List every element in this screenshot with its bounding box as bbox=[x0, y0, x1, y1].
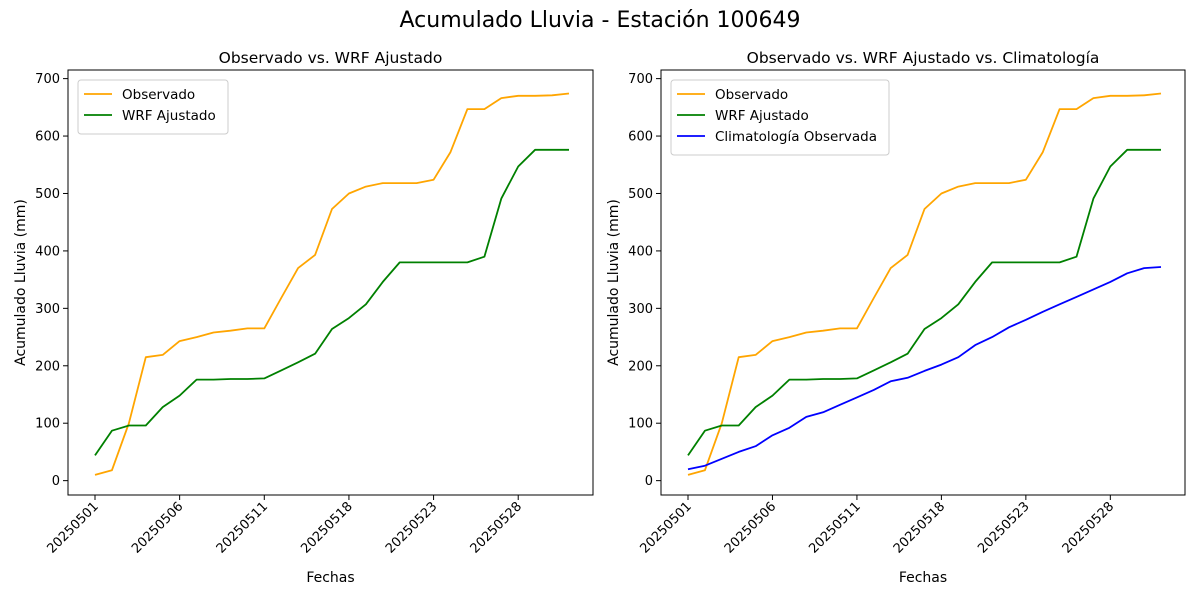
y-tick-label: 400 bbox=[628, 244, 653, 259]
plot-frame-2 bbox=[660, 69, 1186, 496]
y-tick-label: 600 bbox=[35, 130, 60, 145]
y-tick-label: 300 bbox=[35, 302, 60, 317]
legend-entry: Observado bbox=[122, 87, 195, 103]
x-axis-label: Fechas bbox=[899, 570, 947, 586]
y-axis-label: Acumulado Lluvia (mm) bbox=[606, 199, 622, 366]
series-line-climatolog-a-observada bbox=[687, 266, 1162, 471]
legend-entry: Observado bbox=[715, 87, 788, 103]
legend-box bbox=[670, 79, 890, 156]
series-line-wrf-ajustado bbox=[687, 148, 1161, 456]
figure-title: Acumulado Lluvia - Estación 100649 bbox=[399, 8, 801, 33]
y-tick-label: 100 bbox=[35, 417, 60, 432]
x-tick-label: 20250506 bbox=[722, 499, 779, 556]
legend-entry: Climatología Observada bbox=[715, 129, 877, 145]
y-tick-label: 0 bbox=[645, 474, 653, 489]
x-tick-label: 20250523 bbox=[383, 499, 440, 556]
x-tick-label: 20250501 bbox=[637, 499, 694, 556]
y-tick-label: 100 bbox=[628, 417, 653, 432]
y-tick-label: 0 bbox=[52, 474, 60, 489]
y-tick-label: 600 bbox=[628, 130, 653, 145]
y-tick-label: 500 bbox=[35, 187, 60, 202]
x-tick-label: 20250528 bbox=[468, 499, 525, 556]
y-tick-label: 400 bbox=[35, 244, 60, 259]
x-tick-label: 20250506 bbox=[129, 499, 186, 556]
x-axis-label: Fechas bbox=[306, 570, 354, 586]
x-tick-label: 20250523 bbox=[975, 499, 1032, 556]
x-tick-label: 20250518 bbox=[298, 499, 355, 556]
series-line-wrf-ajustado bbox=[94, 148, 569, 456]
x-tick-label: 20250511 bbox=[806, 499, 863, 556]
y-tick-label: 700 bbox=[628, 72, 653, 87]
x-tick-label: 20250518 bbox=[891, 499, 948, 556]
legend-entry: WRF Ajustado bbox=[122, 108, 216, 124]
y-tick-label: 300 bbox=[628, 302, 653, 317]
plot-frame-1 bbox=[67, 69, 594, 496]
panel-title-2: Observado vs. WRF Ajustado vs. Climatolo… bbox=[747, 49, 1100, 67]
panel-title-1: Observado vs. WRF Ajustado bbox=[219, 49, 443, 67]
series-line-observado bbox=[94, 92, 570, 476]
series-line-observado bbox=[687, 92, 1162, 476]
y-tick-label: 700 bbox=[35, 72, 60, 87]
legend-entry: WRF Ajustado bbox=[715, 108, 809, 124]
legend-box bbox=[77, 79, 229, 135]
y-tick-label: 200 bbox=[35, 359, 60, 374]
y-axis-label: Acumulado Lluvia (mm) bbox=[13, 199, 29, 366]
x-tick-label: 20250501 bbox=[44, 499, 101, 556]
x-tick-label: 20250528 bbox=[1060, 499, 1117, 556]
y-tick-label: 500 bbox=[628, 187, 653, 202]
x-tick-label: 20250511 bbox=[214, 499, 271, 556]
y-tick-label: 200 bbox=[628, 359, 653, 374]
